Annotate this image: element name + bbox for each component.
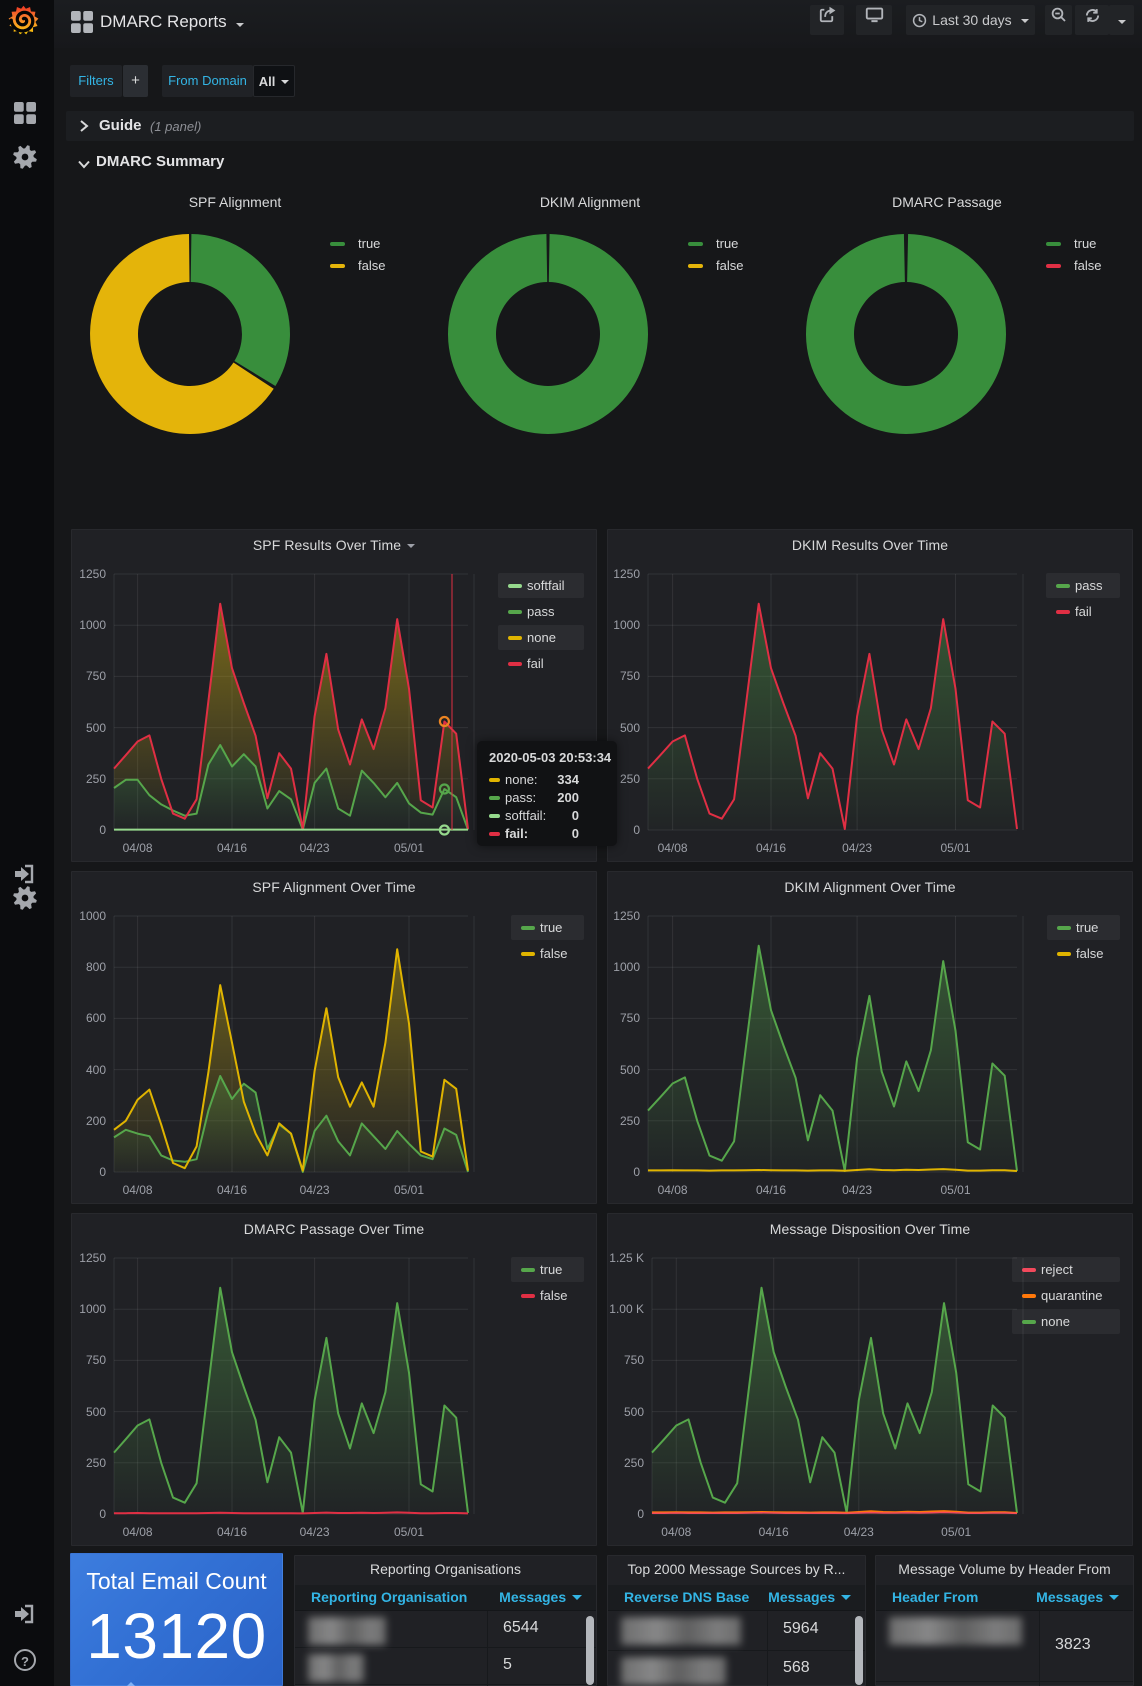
svg-text:0: 0	[99, 1165, 106, 1179]
svg-text:1000: 1000	[613, 960, 640, 974]
svg-text:1.00 K: 1.00 K	[609, 1302, 644, 1316]
svg-text:05/01: 05/01	[940, 1183, 970, 1197]
svg-text:1000: 1000	[79, 1302, 106, 1316]
svg-text:800: 800	[86, 960, 106, 974]
svg-text:04/08: 04/08	[123, 841, 153, 855]
svg-text:04/23: 04/23	[300, 841, 330, 855]
svg-text:04/08: 04/08	[123, 1525, 153, 1539]
svg-text:500: 500	[620, 721, 640, 735]
svg-text:250: 250	[620, 772, 640, 786]
svg-text:500: 500	[86, 1405, 106, 1419]
svg-text:1.25 K: 1.25 K	[609, 1251, 644, 1265]
svg-text:0: 0	[633, 1165, 640, 1179]
svg-text:250: 250	[620, 1114, 640, 1128]
svg-text:0: 0	[637, 1507, 644, 1521]
svg-text:1250: 1250	[613, 567, 640, 581]
svg-text:04/16: 04/16	[756, 841, 786, 855]
svg-text:400: 400	[86, 1063, 106, 1077]
svg-text:750: 750	[86, 669, 106, 683]
svg-text:750: 750	[620, 669, 640, 683]
svg-text:05/01: 05/01	[394, 1183, 424, 1197]
svg-text:250: 250	[624, 1456, 644, 1470]
svg-text:1250: 1250	[79, 567, 106, 581]
svg-text:1000: 1000	[79, 909, 106, 923]
svg-text:04/23: 04/23	[300, 1183, 330, 1197]
svg-text:04/08: 04/08	[123, 1183, 153, 1197]
svg-text:250: 250	[86, 1456, 106, 1470]
svg-text:250: 250	[86, 772, 106, 786]
svg-text:1250: 1250	[79, 1251, 106, 1265]
svg-text:?: ?	[21, 1654, 29, 1669]
svg-text:05/01: 05/01	[941, 1525, 971, 1539]
svg-text:04/16: 04/16	[759, 1525, 789, 1539]
svg-text:05/01: 05/01	[394, 841, 424, 855]
svg-text:04/23: 04/23	[844, 1525, 874, 1539]
svg-text:05/01: 05/01	[394, 1525, 424, 1539]
svg-text:04/16: 04/16	[217, 1525, 247, 1539]
svg-text:200: 200	[86, 1114, 106, 1128]
svg-text:04/08: 04/08	[658, 1183, 688, 1197]
svg-text:750: 750	[624, 1353, 644, 1367]
svg-text:750: 750	[86, 1353, 106, 1367]
svg-text:04/23: 04/23	[842, 1183, 872, 1197]
svg-text:04/08: 04/08	[658, 841, 688, 855]
svg-text:04/16: 04/16	[217, 841, 247, 855]
svg-text:600: 600	[86, 1011, 106, 1025]
svg-text:04/08: 04/08	[661, 1525, 691, 1539]
svg-text:750: 750	[620, 1011, 640, 1025]
svg-text:500: 500	[624, 1405, 644, 1419]
svg-text:05/01: 05/01	[940, 841, 970, 855]
svg-text:04/16: 04/16	[217, 1183, 247, 1197]
svg-text:0: 0	[99, 823, 106, 837]
svg-text:04/23: 04/23	[300, 1525, 330, 1539]
svg-text:500: 500	[620, 1063, 640, 1077]
svg-text:1250: 1250	[613, 909, 640, 923]
svg-text:500: 500	[86, 721, 106, 735]
svg-text:1000: 1000	[613, 618, 640, 632]
svg-text:0: 0	[633, 823, 640, 837]
svg-text:04/16: 04/16	[756, 1183, 786, 1197]
svg-text:0: 0	[99, 1507, 106, 1521]
svg-text:04/23: 04/23	[842, 841, 872, 855]
svg-text:1000: 1000	[79, 618, 106, 632]
